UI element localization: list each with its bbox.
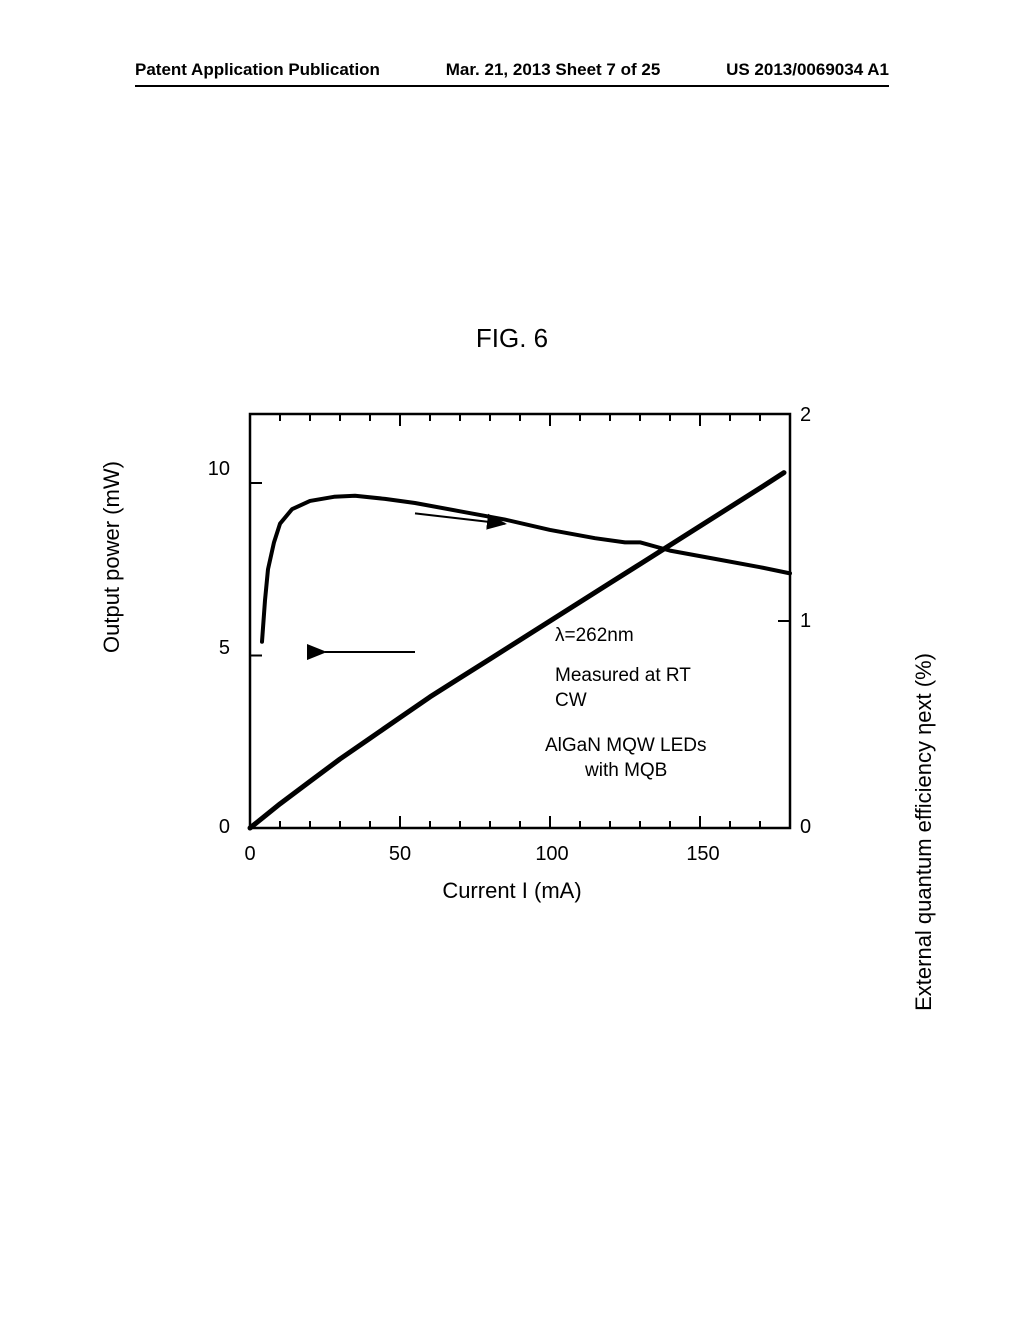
y-right-tick-0: 0: [800, 816, 840, 839]
y-left-tick-10: 10: [190, 458, 230, 481]
figure-title: FIG. 6: [0, 323, 1024, 354]
x-tick-50: 50: [375, 843, 425, 866]
y-right-label: External quantum efficiency ηext (%): [911, 653, 937, 1011]
x-tick-100: 100: [527, 843, 577, 866]
header-left: Patent Application Publication: [135, 60, 380, 80]
x-tick-150: 150: [678, 843, 728, 866]
header-center: Mar. 21, 2013 Sheet 7 of 25: [446, 60, 661, 80]
page-header: Patent Application Publication Mar. 21, …: [0, 60, 1024, 80]
header-rule: [135, 85, 889, 87]
y-right-tick-2: 2: [800, 404, 840, 427]
annotation-cw: CW: [555, 690, 587, 712]
y-right-tick-1: 1: [800, 610, 840, 633]
chart: [170, 410, 854, 900]
y-left-tick-0: 0: [190, 816, 230, 839]
y-left-label: Output power (mW): [99, 461, 125, 653]
annotation-device2: with MQB: [585, 760, 667, 782]
x-tick-0: 0: [225, 843, 275, 866]
x-label: Current I (mA): [0, 878, 1024, 904]
annotation-lambda: λ=262nm: [555, 625, 634, 647]
annotation-device1: AlGaN MQW LEDs: [545, 735, 707, 757]
header-right: US 2013/0069034 A1: [726, 60, 889, 80]
y-left-tick-5: 5: [190, 637, 230, 660]
annotation-measured: Measured at RT: [555, 665, 691, 687]
